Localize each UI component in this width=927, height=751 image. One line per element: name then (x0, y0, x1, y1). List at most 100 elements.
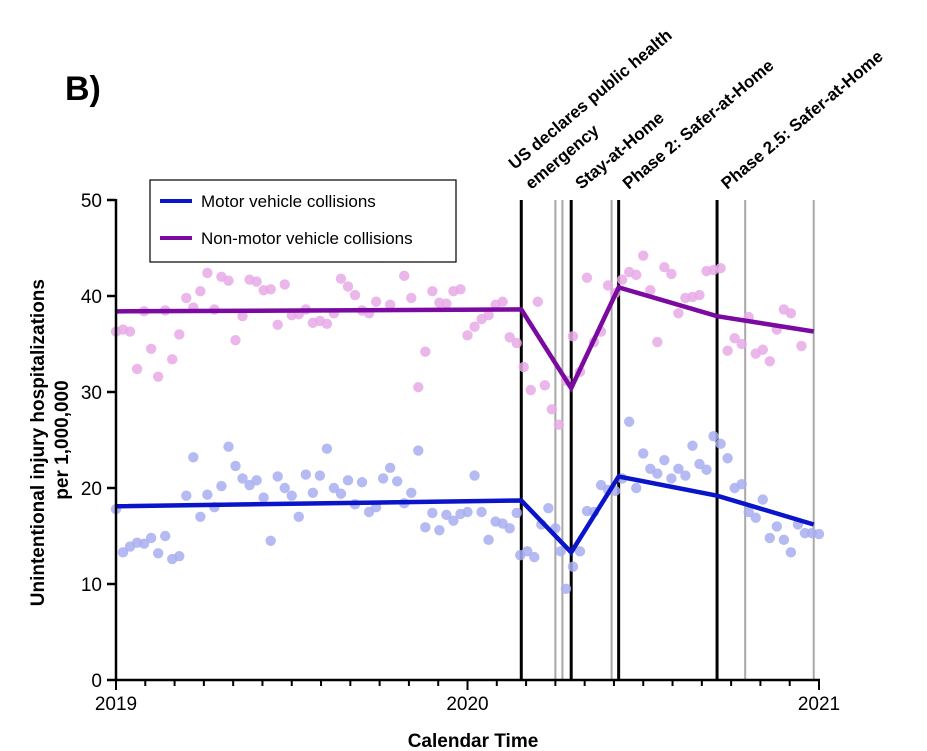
nonmotor-point (265, 284, 276, 295)
motor-point (694, 458, 705, 470)
motor-point (384, 462, 396, 474)
y-tick-label: 0 (91, 671, 102, 692)
nonmotor-point (715, 262, 726, 274)
motor-point (145, 532, 157, 544)
y-axis-label-line2: per 1,000,000 (52, 380, 73, 499)
nonmotor-point (195, 286, 206, 297)
motor-point (666, 473, 677, 484)
motor-point (392, 476, 403, 487)
motor-point (377, 473, 389, 484)
nonmotor-point (455, 284, 466, 295)
motor-point (272, 471, 283, 482)
motor-point (631, 482, 642, 494)
nonmotor-point (251, 276, 262, 287)
event-lines (519, 200, 815, 680)
motor-point (680, 470, 691, 481)
nonmotor-point (420, 346, 431, 357)
motor-point (406, 487, 417, 498)
motor-point (687, 440, 698, 451)
event-labels: US declares public healthemergencyStay-a… (505, 26, 887, 193)
motor-point (652, 468, 663, 479)
x-tick-label: 2019 (95, 694, 137, 715)
motor-point (476, 506, 487, 518)
motor-point (701, 464, 712, 475)
nonmotor-point (785, 308, 797, 319)
motor-point (427, 507, 438, 519)
motor-point (750, 512, 761, 523)
motor-point (117, 547, 129, 558)
motor-point (335, 488, 347, 499)
y-tick-label: 30 (81, 383, 102, 404)
motor-point (736, 478, 747, 490)
nonmotor-point (736, 338, 747, 350)
motor-trend-line (115, 473, 815, 556)
motor-point (555, 546, 566, 557)
motor-point (174, 550, 185, 562)
nonmotor-point (349, 289, 361, 301)
motor-point (764, 532, 775, 544)
nonmotor-point (757, 344, 768, 355)
motor-point (441, 509, 452, 521)
motor-point (279, 482, 290, 494)
motor-point (230, 460, 241, 472)
motor-point (504, 523, 515, 534)
motor-point (181, 490, 192, 501)
nonmotor-point (511, 337, 522, 349)
legend-label-motor: Motor vehicle collisions (201, 192, 376, 211)
y-axis-label-line1: Unintentional injury hospitalizations (28, 279, 49, 606)
legend-box (149, 179, 457, 263)
nonmotor-point (469, 321, 480, 332)
motor-point (293, 511, 304, 522)
nonmotor-point (666, 268, 677, 280)
nonmotor-point (174, 329, 185, 340)
nonmotor-point (152, 371, 164, 382)
nonmotor-point (124, 326, 136, 337)
motor-point (708, 430, 719, 442)
motor-point (328, 482, 340, 494)
nonmotor-point (272, 319, 283, 330)
nonmotor-point (553, 419, 565, 430)
motor-point (469, 470, 480, 481)
nonmotor-point (462, 330, 473, 341)
motor-point (722, 453, 733, 464)
nonmotor-point (729, 333, 740, 344)
motor-point (785, 547, 797, 558)
y-tick-label: 50 (81, 191, 102, 212)
motor-point (300, 469, 312, 480)
event-label: Phase 2.5: Safer-at-Home (717, 47, 886, 193)
motor-point (813, 528, 825, 540)
nonmotor-point (279, 279, 290, 290)
nonmotor-point (652, 336, 663, 348)
nonmotor-point (518, 361, 529, 373)
y-tick-label: 20 (81, 479, 102, 500)
legend: Motor vehicle collisions Non-motor vehic… (149, 179, 457, 263)
nonmotor-point (796, 340, 807, 352)
nonmotor-point (722, 345, 733, 356)
motor-point (321, 443, 333, 454)
motor-point (638, 448, 649, 459)
nonmotor-point (413, 382, 424, 393)
motor-point (522, 546, 533, 557)
nonmotor-point (504, 332, 515, 343)
nonmotor-point (645, 285, 656, 296)
nonmotor-point (335, 273, 347, 284)
nonmotor-point (694, 289, 705, 301)
motor-point (574, 546, 586, 557)
nonmotor-point (427, 286, 438, 297)
nonmotor-point (230, 334, 241, 346)
motor-point (567, 561, 579, 572)
nonmotor-point (497, 296, 508, 307)
motor-point (434, 525, 445, 536)
motor-point (483, 534, 494, 546)
nonmotor-point (342, 281, 354, 292)
motor-point (216, 480, 227, 492)
motor-point (511, 507, 522, 519)
motor-point (560, 583, 572, 594)
motor-point (529, 551, 540, 563)
motor-point (286, 490, 297, 501)
nonmotor-point (631, 269, 642, 281)
nonmotor-point (546, 404, 558, 415)
motor-point (223, 441, 234, 452)
event-label-line: US declares public health (505, 26, 676, 174)
